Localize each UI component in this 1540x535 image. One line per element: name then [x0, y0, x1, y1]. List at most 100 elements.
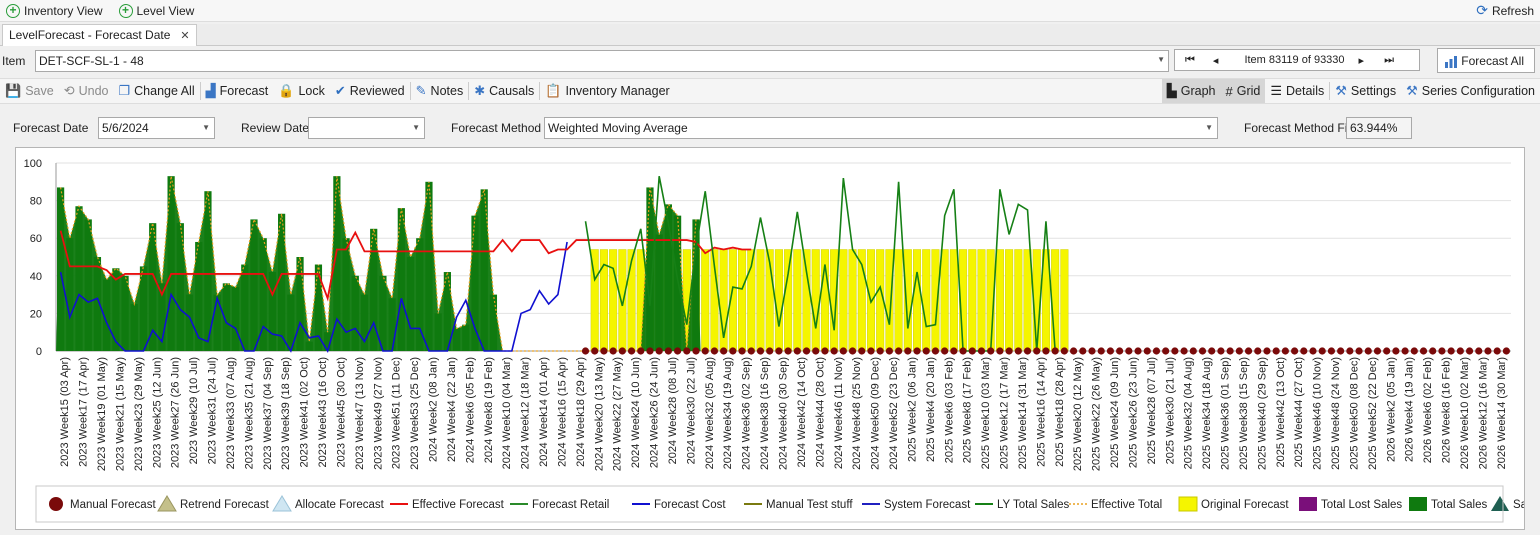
- x-tick-label: 2025 Week24 (09 Jun): [1109, 357, 1121, 468]
- last-page-icon[interactable]: ⏭: [1384, 53, 1394, 66]
- plus-circle-icon: +: [6, 3, 20, 18]
- manual-forecast-marker: [701, 347, 709, 355]
- manual-forecast-marker: [1373, 347, 1382, 355]
- manual-forecast-marker: [1281, 347, 1289, 355]
- x-tick-label: 2025 Week30 (21 Jul): [1164, 357, 1176, 464]
- prev-page-icon[interactable]: ◂: [1212, 54, 1219, 67]
- x-tick-label: 2023 Week21 (15 May): [114, 357, 126, 471]
- chevron-down-icon: ▼: [202, 123, 210, 132]
- legend-label: Total Lost Sales: [1321, 499, 1402, 511]
- manual-forecast-marker: [996, 347, 1004, 355]
- original-forecast-bar: [793, 249, 802, 352]
- manual-forecast-marker: [1465, 347, 1474, 355]
- total-sales-bar: [176, 223, 184, 351]
- manual-forecast-marker: [747, 347, 755, 355]
- x-tick-label: 2024 Week36 (02 Sep): [741, 357, 753, 470]
- manual-forecast-marker: [931, 347, 940, 355]
- manual-forecast-marker: [1475, 347, 1483, 355]
- total-sales-bar: [112, 268, 120, 351]
- review-date-field[interactable]: ▼: [308, 117, 425, 139]
- details-button[interactable]: ☰ Details: [1265, 79, 1329, 103]
- manual-forecast-marker: [913, 347, 921, 355]
- forecast-method-select[interactable]: Weighted Moving Average ▼: [544, 117, 1218, 139]
- inventory-view-label: Inventory View: [24, 3, 103, 18]
- manual-forecast-marker: [876, 347, 884, 355]
- grid-button[interactable]: # Grid: [1220, 79, 1266, 103]
- total-sales-bar: [452, 328, 461, 351]
- series-configuration-button[interactable]: ⚒ Series Configuration: [1401, 79, 1540, 103]
- item-select[interactable]: DET-SCF-SL-1 - 48 ▼: [35, 50, 1169, 72]
- settings-button[interactable]: ⚒ Settings: [1330, 79, 1401, 103]
- refresh-button[interactable]: ⟳ Refresh: [1476, 2, 1534, 19]
- forecast-all-button[interactable]: Forecast All: [1437, 48, 1535, 73]
- item-value: DET-SCF-SL-1 - 48: [39, 54, 144, 68]
- total-sales-bar: [259, 238, 267, 351]
- forecast-date-field[interactable]: 5/6/2024 ▼: [98, 117, 215, 139]
- inventory-manager-button[interactable]: 📋 Inventory Manager: [540, 79, 674, 103]
- x-tick-label: 2024 Week2 (08 Jan): [428, 357, 440, 462]
- manual-forecast-marker: [922, 347, 930, 355]
- asterisk-icon: ✱: [474, 83, 486, 98]
- manual-forecast-marker: [1290, 347, 1299, 355]
- bar-chart-icon: ▙: [1166, 83, 1177, 98]
- manual-forecast-marker: [1097, 347, 1105, 355]
- forecast-button[interactable]: ▟ Forecast: [201, 79, 274, 103]
- manual-forecast-marker: [710, 347, 719, 355]
- chart-icon: ▟: [205, 83, 216, 98]
- legend-swatch: [1299, 497, 1317, 511]
- causals-button[interactable]: ✱ Causals: [469, 79, 539, 103]
- next-page-icon[interactable]: ▸: [1358, 54, 1365, 67]
- total-sales-bar: [379, 275, 387, 351]
- manual-forecast-marker: [1484, 347, 1492, 355]
- x-tick-label: 2023 Week27 (26 Jun): [170, 357, 182, 468]
- tab-level-forecast[interactable]: LevelForecast - Forecast Date ✕: [2, 23, 197, 46]
- view-toggle-group: ▙ Graph # Grid ☰ Details ⚒ Settings ⚒ Series …: [1161, 79, 1540, 103]
- total-sales-bar: [370, 228, 378, 351]
- manual-forecast-marker: [802, 347, 811, 355]
- notes-button[interactable]: ✎ Notes: [411, 79, 469, 103]
- x-tick-label: 2023 Week41 (02 Oct): [299, 357, 311, 467]
- manual-forecast-marker: [775, 347, 783, 355]
- lock-button[interactable]: 🔒 Lock: [273, 79, 330, 103]
- legend-label: Manual Forecast: [70, 499, 156, 511]
- manual-forecast-marker: [793, 347, 801, 355]
- manual-forecast-marker: [655, 347, 663, 355]
- x-tick-label: 2023 Week31 (24 Jul): [207, 357, 219, 464]
- manual-forecast-marker: [1309, 347, 1317, 355]
- total-sales-bar: [167, 176, 175, 351]
- total-sales-bar: [692, 219, 700, 351]
- level-view-button[interactable]: + Level View: [118, 3, 194, 18]
- manual-forecast-marker: [1171, 347, 1179, 355]
- reviewed-button[interactable]: ✔ Reviewed: [330, 79, 410, 103]
- undo-button[interactable]: ⟲ Undo: [59, 79, 114, 103]
- manual-forecast-marker: [1364, 347, 1372, 355]
- x-tick-label: 2025 Week32 (04 Aug): [1183, 357, 1195, 469]
- manual-forecast-marker: [1438, 347, 1446, 355]
- original-forecast-bar: [811, 249, 820, 352]
- close-icon[interactable]: ✕: [180, 29, 190, 42]
- first-page-icon[interactable]: ⏮: [1185, 53, 1195, 66]
- series-configuration-label: Series Configuration: [1421, 84, 1535, 98]
- x-tick-label: 2025 Week6 (03 Feb): [943, 357, 955, 463]
- manual-forecast-marker: [1042, 347, 1050, 355]
- manual-forecast-marker: [1263, 347, 1271, 355]
- forecast-all-label: Forecast All: [1461, 53, 1524, 68]
- change-all-button[interactable]: ❐ Change All: [113, 79, 199, 103]
- original-forecast-bar: [701, 249, 710, 352]
- inventory-view-button[interactable]: + Inventory View: [6, 3, 103, 18]
- original-forecast-bar: [830, 249, 839, 352]
- legend-swatch: [49, 497, 63, 511]
- forecast-method-label: Forecast Method: [451, 121, 542, 135]
- forecast-method-fit-label: Forecast Method Fit: [1244, 121, 1351, 135]
- graph-button[interactable]: ▙ Graph: [1161, 79, 1221, 103]
- original-forecast-bar: [913, 249, 922, 352]
- legend-label: Forecast Cost: [654, 499, 726, 511]
- y-tick-label: 40: [30, 271, 42, 283]
- save-button[interactable]: 💾 Save: [0, 79, 59, 103]
- x-tick-label: 2024 Week24 (10 Jun): [630, 357, 642, 468]
- grid-label: Grid: [1236, 84, 1261, 98]
- chevron-down-icon: ▼: [1157, 55, 1165, 64]
- total-sales-bar: [351, 275, 359, 351]
- settings-label: Settings: [1350, 84, 1397, 98]
- legend-label: Effective Forecast: [412, 499, 505, 511]
